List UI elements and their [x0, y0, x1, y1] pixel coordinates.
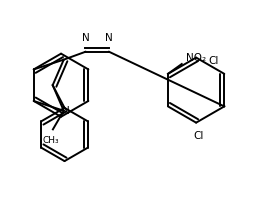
Text: N: N [82, 33, 89, 43]
Text: NO₂: NO₂ [186, 53, 206, 63]
Text: N: N [62, 106, 70, 116]
Text: Cl: Cl [193, 131, 203, 140]
Text: N: N [105, 33, 113, 43]
Text: Cl: Cl [208, 56, 218, 66]
Text: CH₃: CH₃ [43, 136, 59, 145]
